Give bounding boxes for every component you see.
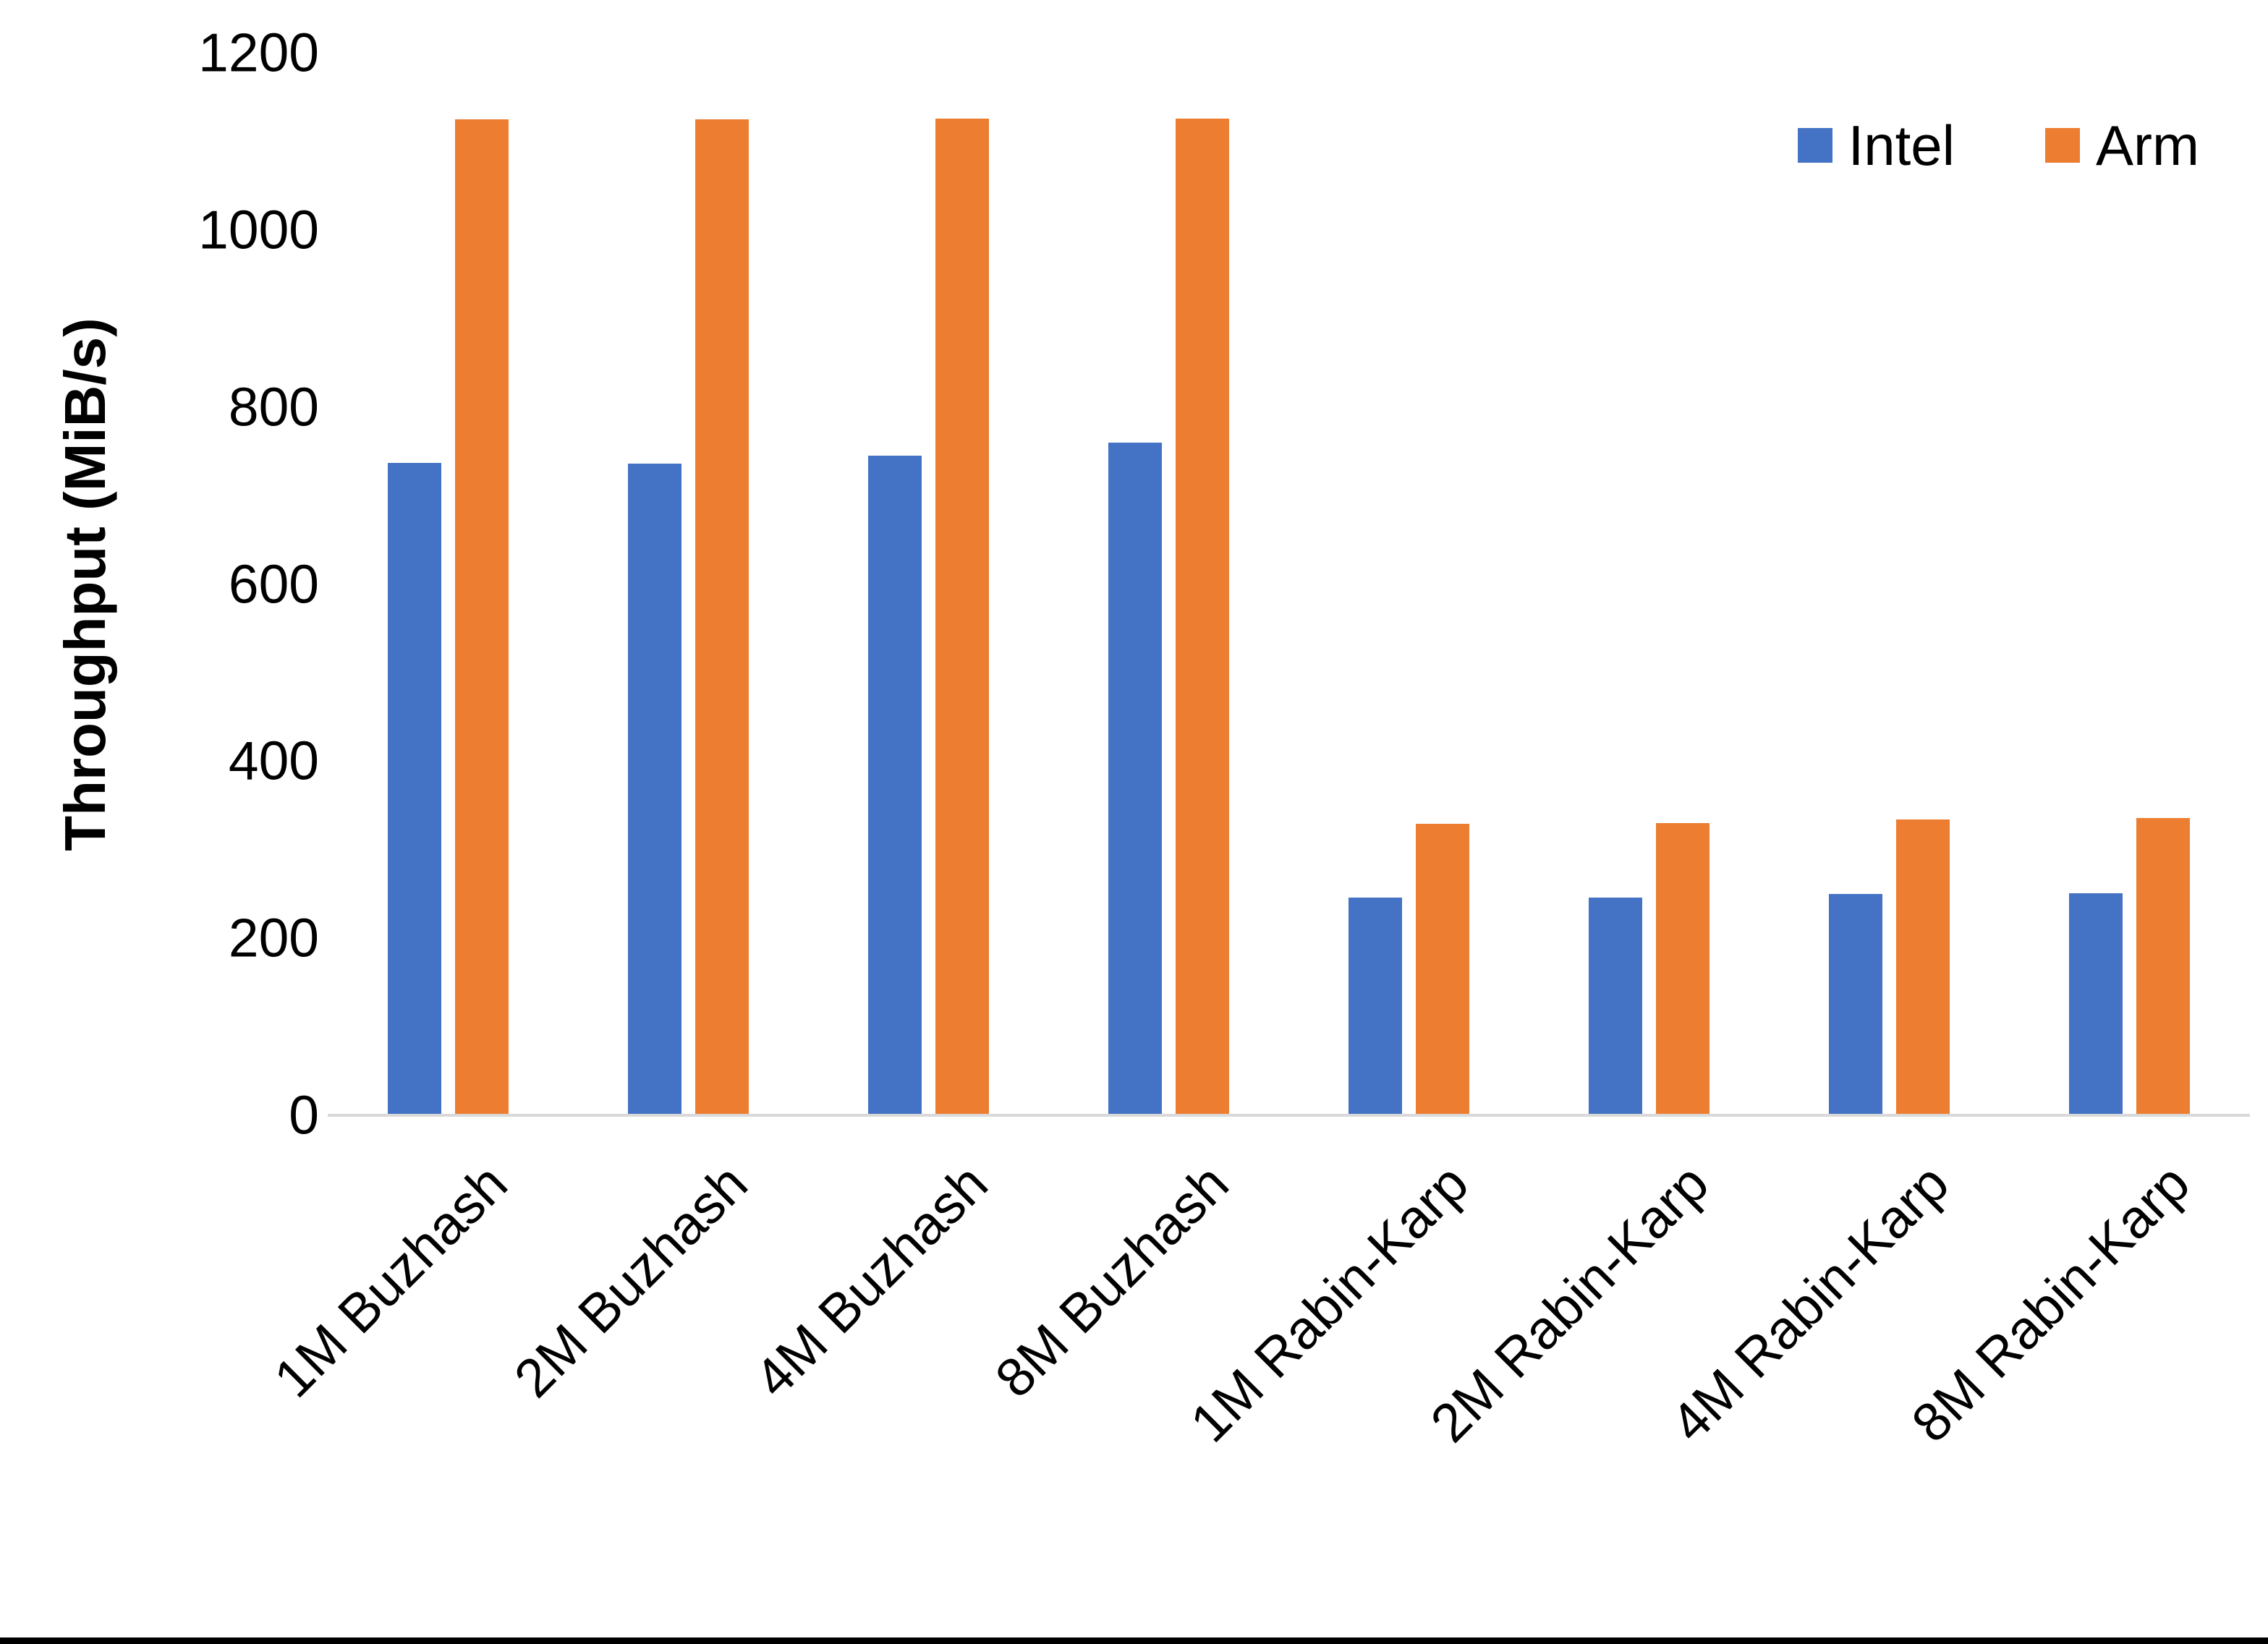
- y-axis-tick-label: 600: [228, 553, 319, 615]
- bar-group: 4M Rabin-Karp: [1660, 53, 2010, 1454]
- intel-bar: [1349, 897, 1403, 1115]
- bar-group: 4M Buzhash: [743, 53, 1048, 1409]
- y-axis-tick-label: 800: [228, 376, 319, 438]
- x-axis-category-label: 2M Buzhash: [502, 1152, 760, 1409]
- arm-color-swatch: [2045, 128, 2081, 163]
- arm-bar: [1416, 824, 1470, 1115]
- legend-label-intel: Intel: [1848, 114, 1955, 177]
- arm-bar: [1656, 823, 1710, 1115]
- y-axis-tick-label: 0: [289, 1084, 319, 1146]
- y-axis-tick-labels: 1200 1000 800 600 400 200 0: [0, 0, 319, 1644]
- bar-group: 2M Rabin-Karp: [1419, 53, 1770, 1454]
- bar-group: 1M Buzhash: [263, 53, 568, 1409]
- intel-bar: [627, 464, 681, 1115]
- y-axis-tick-label: 200: [228, 907, 319, 968]
- bar-group: 8M Rabin-Karp: [1900, 53, 2250, 1454]
- arm-bar: [454, 119, 509, 1115]
- plot-area: 1M Buzhash 2M Buzhash 4M Buzhash 8M Buzh…: [263, 53, 2250, 1454]
- y-axis-tick-label: 1000: [198, 199, 319, 260]
- legend-item-intel: Intel: [1797, 114, 1955, 177]
- intel-bar: [867, 456, 922, 1115]
- bar-group: 1M Rabin-Karp: [1178, 53, 1529, 1454]
- intel-bar: [2069, 893, 2123, 1115]
- y-axis-tick-label: 400: [228, 730, 319, 791]
- y-axis-tick-label: 1200: [198, 22, 319, 83]
- arm-bar: [1175, 118, 1229, 1115]
- arm-bar: [695, 119, 749, 1115]
- arm-bar: [1896, 819, 1950, 1115]
- arm-bar: [935, 118, 989, 1115]
- legend: Intel Arm: [1797, 114, 2199, 177]
- intel-bar: [1589, 897, 1643, 1115]
- arm-bar: [2136, 817, 2191, 1115]
- bar-group: 2M Buzhash: [503, 53, 808, 1409]
- bottom-border-strip: [0, 1637, 2268, 1644]
- x-axis-category-label: 4M Buzhash: [742, 1152, 1000, 1409]
- legend-label-arm: Arm: [2096, 114, 2199, 177]
- legend-item-arm: Arm: [2045, 117, 2199, 174]
- intel-bar: [387, 462, 441, 1115]
- intel-bar: [1108, 442, 1162, 1115]
- intel-color-swatch: [1797, 128, 1832, 163]
- intel-bar: [1829, 893, 1883, 1115]
- bar-group: 8M Buzhash: [983, 53, 1288, 1409]
- x-axis-line: [328, 1114, 2250, 1117]
- x-axis-category-label: 8M Buzhash: [983, 1152, 1240, 1409]
